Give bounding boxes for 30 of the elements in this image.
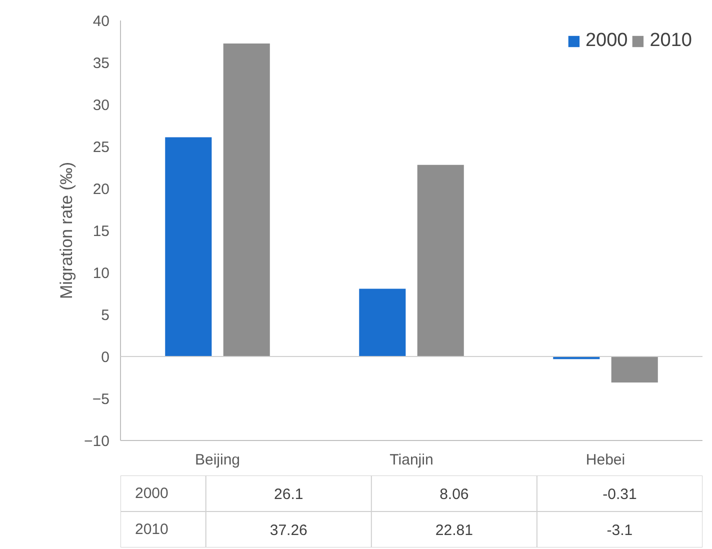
y-tick-label: 5 bbox=[101, 307, 110, 324]
bar bbox=[611, 356, 658, 383]
legend-label: 2010 bbox=[650, 30, 692, 52]
y-tick-label: −10 bbox=[84, 433, 110, 450]
data-label: 8.06 bbox=[440, 486, 469, 503]
y-tick-label: 10 bbox=[92, 265, 110, 282]
data-label: 22.81 bbox=[435, 522, 473, 539]
y-tick-label: 15 bbox=[92, 223, 110, 240]
y-tick-label: 25 bbox=[92, 139, 110, 156]
data-label: -3.1 bbox=[606, 522, 633, 539]
bar bbox=[417, 164, 464, 356]
x-tick-label: Hebei bbox=[586, 452, 626, 468]
y-tick-label: 20 bbox=[92, 181, 110, 198]
data-label: 37.26 bbox=[270, 522, 308, 539]
y-axis-title: Migration rate (‰) bbox=[57, 162, 76, 299]
bar bbox=[165, 137, 212, 356]
y-tick-label: 35 bbox=[92, 55, 110, 72]
data-label: -0.31 bbox=[602, 486, 637, 503]
text: 2000 bbox=[135, 484, 168, 502]
data-label: 26.1 bbox=[274, 486, 304, 503]
x-tick-label: Beijing bbox=[194, 452, 240, 468]
bar bbox=[359, 288, 406, 356]
x-tick-label: Tianjin bbox=[390, 452, 434, 468]
text: 2010 bbox=[135, 520, 168, 538]
y-tick-label: −5 bbox=[92, 391, 110, 408]
bar bbox=[223, 44, 270, 356]
y-tick-label: 0 bbox=[101, 349, 110, 366]
y-tick-label: 40 bbox=[92, 13, 110, 30]
y-tick-label: 30 bbox=[92, 97, 110, 114]
legend-label: 2000 bbox=[585, 30, 628, 52]
